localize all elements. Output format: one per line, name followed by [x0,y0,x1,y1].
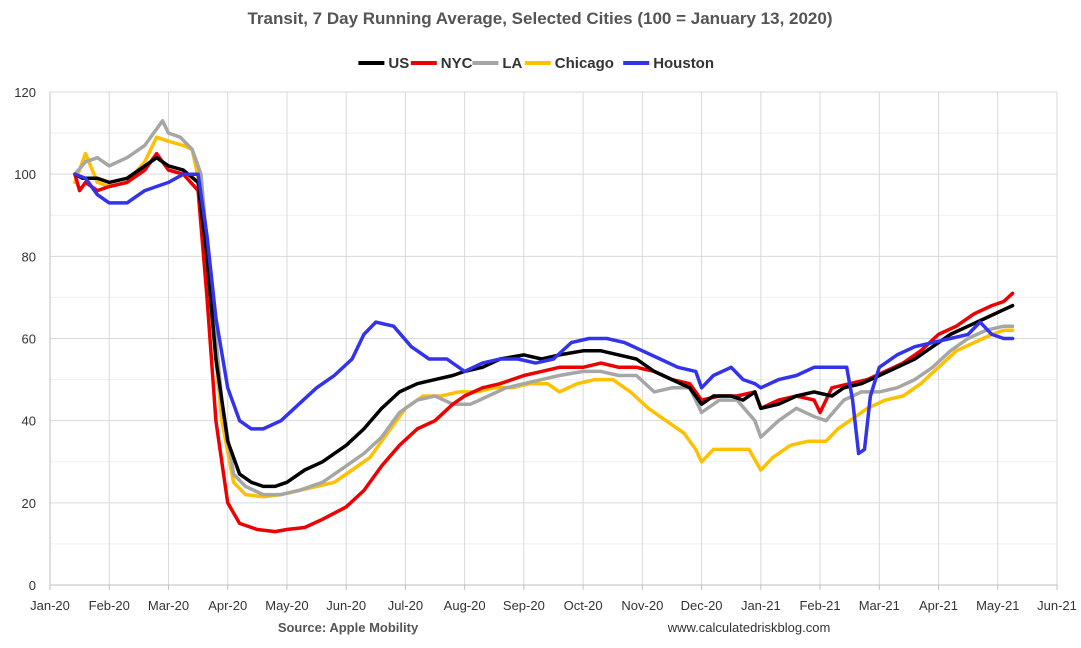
x-tick-label: Jan-21 [741,598,781,613]
y-tick-label: 120 [14,85,36,100]
website-label: www.calculatedriskblog.com [667,620,831,635]
legend-item-us: US [358,55,409,72]
x-tick-label: May-21 [976,598,1019,613]
legend-label: NYC [441,55,473,72]
legend-label: LA [502,55,522,72]
chart-title: Transit, 7 Day Running Average, Selected… [247,9,832,28]
series-line-la [73,119,1015,497]
legend-label: Houston [653,55,714,72]
y-tick-label: 20 [22,496,36,511]
x-tick-label: May-20 [265,598,308,613]
x-tick-label: Apr-20 [208,598,247,613]
legend: US NYC LA Chicago Houston [358,55,714,72]
y-tick-label: 40 [22,414,36,429]
gridlines [49,91,1058,586]
x-tick-label: Dec-20 [681,598,723,613]
series-line-us [73,155,1015,489]
series-layer [73,119,1015,534]
x-tick-label: Apr-21 [919,598,958,613]
series-line-houston [73,172,1015,456]
x-tick-label: Mar-21 [859,598,900,613]
legend-item-nyc: NYC [410,55,473,72]
axes: 0 20 40 60 80 100 120 Jan-20 Feb-20 Mar-20 Apr-20 M… [14,85,1077,613]
x-tick-label: Jan-20 [30,598,70,613]
x-tick-label: Jun-21 [1037,598,1077,613]
y-tick-label: 0 [29,578,36,593]
y-tick-label: 80 [22,249,36,264]
y-tick-label: 60 [22,332,36,347]
legend-label: Chicago [555,55,614,72]
legend-item-houston: Houston [623,55,714,72]
legend-item-chicago: Chicago [524,55,614,72]
x-tick-label: Nov-20 [621,598,663,613]
x-tick-label: Aug-20 [444,598,486,613]
x-tick-label: Jun-20 [326,598,366,613]
legend-label: US [388,55,409,72]
source-label: Source: Apple Mobility [278,620,419,635]
x-tick-label: Mar-20 [148,598,189,613]
y-tick-label: 100 [14,167,36,182]
legend-item-la: LA [472,55,523,72]
x-tick-label: Feb-21 [799,598,840,613]
x-tick-label: Oct-20 [564,598,603,613]
x-tick-label: Jul-20 [388,598,423,613]
x-tick-label: Feb-20 [89,598,130,613]
x-tick-label: Sep-20 [503,598,545,613]
